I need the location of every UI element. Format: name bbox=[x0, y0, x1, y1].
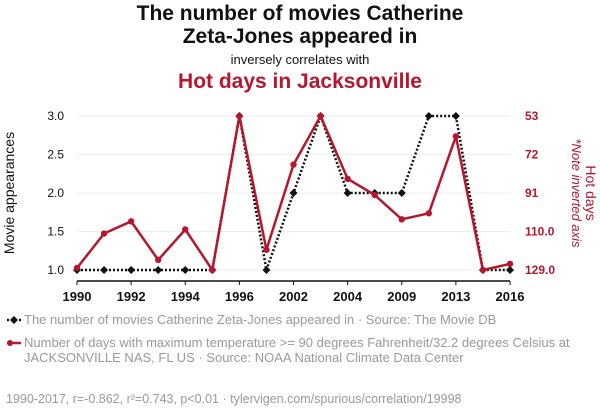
legend-item-movies: The number of movies Catherine Zeta-Jone… bbox=[6, 312, 596, 327]
y-left-tick-label: 3.0 bbox=[47, 109, 64, 123]
data-point-hot-days bbox=[236, 112, 243, 120]
chart-title-secondary: Hot days in Jacksonville bbox=[178, 70, 422, 93]
data-point-hot-days bbox=[290, 161, 297, 168]
legend-marker-movies bbox=[7, 316, 21, 324]
data-point-hot-days bbox=[127, 218, 135, 225]
y-right-tick-label: 72 bbox=[525, 148, 539, 162]
y-left-axis-label: Movie appearances bbox=[1, 132, 17, 254]
legend: The number of movies Catherine Zeta-Jone… bbox=[6, 312, 596, 365]
data-point-hot-days bbox=[100, 230, 108, 237]
data-point-movies bbox=[289, 189, 298, 197]
data-point-hot-days bbox=[73, 264, 81, 272]
y-right-tick-label: 129.0 bbox=[525, 263, 555, 277]
y-left-tick-label: 1.0 bbox=[47, 263, 64, 277]
x-tick-label: 1992 bbox=[117, 289, 146, 304]
data-point-hot-days bbox=[506, 260, 514, 268]
title-block: The number of movies Catherine Zeta-Jone… bbox=[0, 2, 600, 94]
data-point-movies bbox=[262, 266, 271, 274]
data-point-movies bbox=[506, 266, 514, 274]
data-point-movies bbox=[127, 266, 136, 274]
data-point-movies bbox=[154, 266, 163, 274]
data-point-movies bbox=[451, 112, 460, 120]
legend-item-hot-days: Number of days with maximum temperature … bbox=[6, 335, 596, 365]
y-left-tick-label: 2.0 bbox=[47, 186, 64, 200]
data-point-hot-days bbox=[263, 246, 270, 253]
data-point-movies bbox=[397, 189, 406, 197]
data-point-hot-days bbox=[317, 112, 324, 120]
x-tick-label: 1990 bbox=[63, 289, 92, 304]
data-point-movies bbox=[100, 266, 109, 274]
y-right-tick-label: 110.0 bbox=[525, 225, 555, 239]
legend-label-hot-days: Number of days with maximum temperature … bbox=[24, 335, 570, 365]
legend-marker-hot-days bbox=[7, 340, 21, 346]
legend-label-movies: The number of movies Catherine Zeta-Jone… bbox=[24, 312, 497, 327]
data-point-hot-days bbox=[209, 266, 216, 274]
footer-caption: 1990-2017, r=-0.862, r²=0.743, p<0.01 · … bbox=[6, 392, 462, 406]
y-left-tick-label: 1.5 bbox=[47, 225, 64, 239]
x-tick-label: 2004 bbox=[333, 289, 363, 304]
chart-subtitle: inversely correlates with bbox=[230, 52, 370, 67]
y-right-axis-note: *Note inverted axis bbox=[569, 138, 584, 248]
data-point-movies bbox=[343, 189, 352, 197]
x-tick-label: 2002 bbox=[279, 289, 308, 304]
data-point-movies bbox=[424, 112, 433, 120]
x-tick-label: 2013 bbox=[441, 289, 470, 304]
data-point-hot-days bbox=[398, 216, 405, 223]
y-right-tick-label: 53 bbox=[525, 109, 539, 123]
data-point-hot-days bbox=[452, 133, 460, 140]
data-point-hot-days bbox=[182, 226, 189, 233]
data-point-hot-days bbox=[425, 210, 433, 217]
data-point-movies bbox=[181, 266, 190, 274]
y-right-axis-label: Hot days bbox=[583, 165, 599, 220]
chart-title: The number of movies Catherine Zeta-Jone… bbox=[136, 2, 464, 48]
y-right-tick-label: 91 bbox=[525, 186, 539, 200]
x-tick-label: 1994 bbox=[171, 289, 201, 304]
y-left-tick-label: 2.5 bbox=[47, 148, 64, 162]
data-point-hot-days bbox=[479, 266, 487, 274]
data-point-hot-days bbox=[344, 175, 351, 183]
data-point-hot-days bbox=[154, 256, 162, 264]
x-tick-label: 2016 bbox=[496, 289, 525, 304]
x-tick-label: 2009 bbox=[387, 289, 416, 304]
x-tick-label: 1996 bbox=[225, 289, 254, 304]
data-point-hot-days bbox=[371, 191, 378, 199]
